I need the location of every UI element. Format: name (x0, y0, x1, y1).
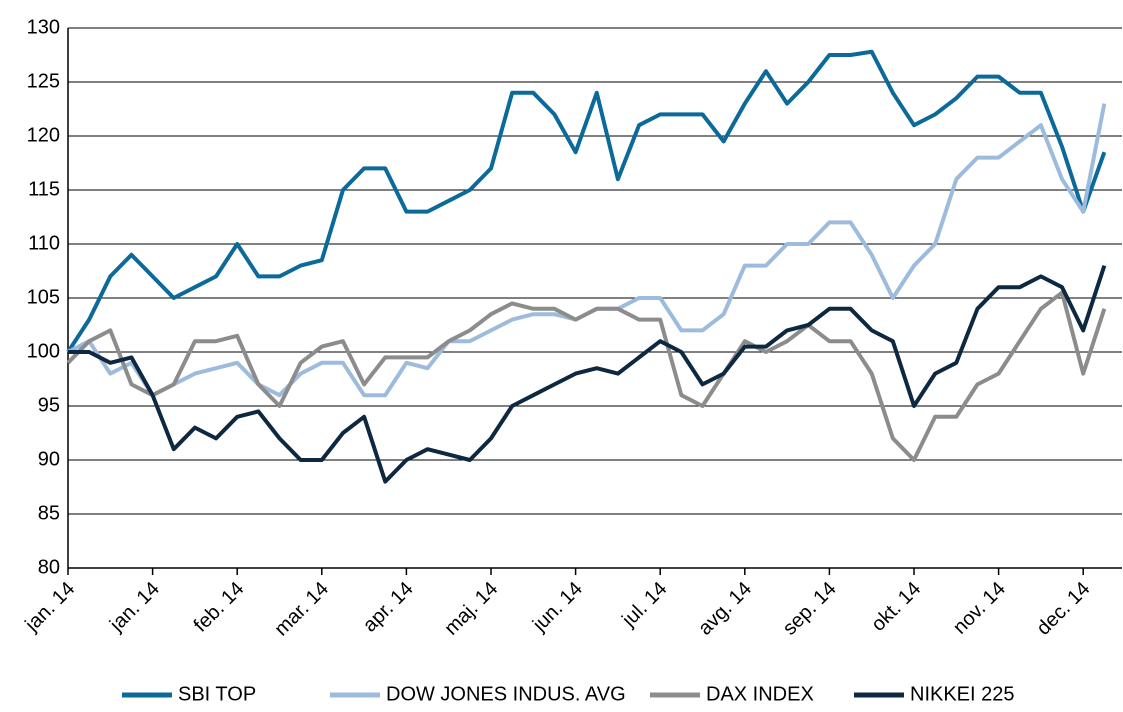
y-tick-label: 95 (38, 394, 60, 416)
y-tick-label: 105 (27, 286, 60, 308)
x-tick-label: jun. 14 (528, 578, 587, 637)
x-tick-label: dec. 14 (1033, 578, 1095, 640)
x-tick-label: feb. 14 (190, 578, 249, 637)
series-line (67, 103, 1107, 398)
y-tick-label: 90 (38, 448, 60, 470)
y-tick-label: 120 (27, 124, 60, 146)
x-tick-label: apr. 14 (359, 578, 418, 637)
x-tick-label: sep. 14 (779, 578, 841, 640)
x-tick-label: jul. 14 (617, 578, 671, 632)
y-tick-label: 100 (27, 340, 60, 362)
y-tick-label: 80 (38, 556, 60, 578)
y-tick-label: 130 (27, 16, 60, 38)
legend-label: DAX INDEX (706, 683, 814, 705)
x-tick-label: avg. 14 (694, 578, 756, 640)
x-tick-label: mar. 14 (270, 578, 333, 641)
legend-label: DOW JONES INDUS. AVG (386, 683, 626, 705)
series-line (66, 290, 1107, 462)
y-tick-label: 110 (28, 232, 60, 254)
series-line (68, 264, 1107, 484)
legend-label: NIKKEI 225 (910, 683, 1015, 705)
y-tick-label: 125 (27, 70, 60, 92)
x-tick-label: jan. 14 (105, 578, 164, 637)
x-tick-label: jan. 14 (21, 578, 80, 637)
y-tick-label: 85 (38, 502, 60, 524)
y-tick-label: 115 (28, 178, 60, 200)
legend-label: SBI TOP (178, 683, 256, 705)
x-tick-label: nov. 14 (949, 578, 1010, 639)
x-tick-label: maj. 14 (440, 578, 502, 640)
x-tick-label: okt. 14 (867, 578, 925, 636)
series-line (66, 49, 1107, 354)
